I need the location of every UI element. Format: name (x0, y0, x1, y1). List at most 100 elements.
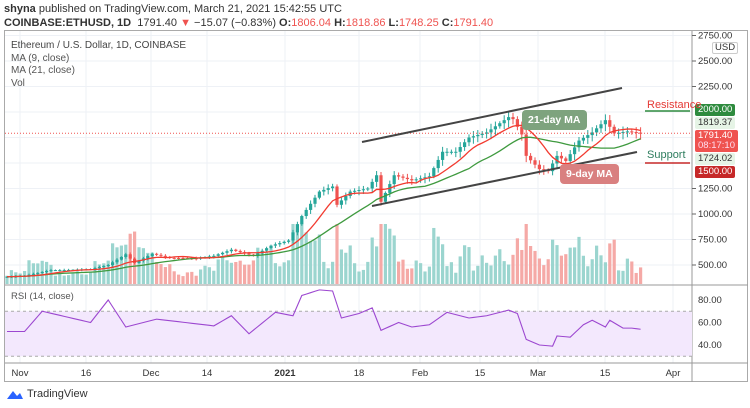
ma9-annotation: 9-day MA (560, 164, 619, 184)
low-value: 1748.25 (398, 17, 439, 29)
candle (639, 132, 643, 134)
volume-bar (194, 275, 198, 284)
candle (366, 188, 370, 190)
legend-ma21[interactable]: MA (21, close) (11, 65, 75, 76)
candle (265, 248, 269, 251)
candle (414, 179, 418, 181)
volume-bar (555, 245, 559, 284)
volume-bar (476, 265, 480, 284)
candle (419, 178, 423, 180)
volume-bar (436, 236, 440, 284)
candle (454, 151, 458, 153)
candle (480, 133, 484, 135)
candle (379, 175, 383, 202)
support-tag: 1500.00 (695, 166, 736, 178)
publisher[interactable]: shyna (4, 3, 36, 15)
open-label: O: (279, 17, 292, 29)
volume-bar (238, 260, 242, 284)
candle (493, 126, 497, 130)
candle (361, 189, 365, 191)
candle (449, 151, 453, 153)
symbol: COINBASE:ETHUSD, 1D (4, 17, 132, 29)
volume-bar (427, 266, 431, 284)
time-tick-label: Mar (530, 368, 546, 379)
volume-bar (80, 274, 84, 284)
candle (247, 253, 251, 255)
volume-bar (168, 264, 172, 284)
time-tick-label: 16 (81, 368, 92, 379)
volume-bar (599, 255, 603, 284)
volume-bar (564, 254, 568, 284)
rsi-legend[interactable]: RSI (14, close) (11, 291, 74, 302)
resistance-tag: 2000.00 (695, 104, 736, 116)
candle (344, 195, 348, 201)
volume-bar (493, 255, 497, 284)
volume-bar (18, 273, 22, 284)
candle (36, 272, 40, 274)
volume-bar (617, 270, 621, 284)
candle (300, 216, 304, 225)
volume-bar (5, 275, 9, 284)
volume-bar (361, 269, 365, 284)
candle (441, 151, 445, 160)
volume-bar (124, 244, 128, 284)
volume-bar (515, 238, 519, 284)
volume-bar (212, 270, 216, 284)
currency-label[interactable]: USD (712, 42, 739, 54)
candle (155, 253, 159, 255)
candle (119, 256, 123, 260)
candle (590, 132, 594, 136)
candle (49, 270, 53, 272)
price-tick-label: 2500.00 (698, 56, 732, 67)
volume-bar (256, 247, 260, 284)
volume-bar (410, 268, 414, 284)
volume-bar (480, 255, 484, 284)
time-tick-label: Apr (666, 368, 681, 379)
tradingview-logo[interactable]: TradingView (6, 388, 88, 400)
volume-bar (353, 263, 357, 284)
volume-bar (163, 267, 167, 284)
legend-ma9[interactable]: MA (9, close) (11, 52, 70, 64)
candle (568, 154, 572, 161)
legend-vol[interactable]: Vol (11, 77, 25, 89)
volume-bar (172, 271, 176, 284)
volume-bar (159, 264, 163, 284)
volume-bar (590, 259, 594, 284)
low-label: L: (388, 17, 399, 29)
volume-bar (304, 232, 308, 284)
candle (357, 190, 361, 192)
candle (392, 175, 396, 185)
volume-bar (150, 252, 154, 284)
candle (287, 240, 291, 242)
volume-bar (577, 236, 581, 284)
candle (45, 271, 49, 273)
volume-bar (586, 266, 590, 284)
volume-bar (273, 263, 277, 284)
candle (489, 129, 493, 133)
candle (102, 266, 106, 268)
volume-bar (405, 268, 409, 284)
volume-bar (423, 271, 427, 284)
volume-bar (471, 270, 475, 284)
candle (115, 259, 119, 263)
candle (177, 257, 181, 259)
volume-bar (75, 271, 79, 284)
volume-bar (67, 275, 71, 284)
price-tick-label: 2250.00 (698, 82, 732, 93)
volume-bar (243, 264, 247, 284)
candle (62, 270, 66, 272)
volume-bar (155, 262, 159, 284)
volume-bar (89, 271, 93, 284)
candle (172, 257, 176, 259)
candle (370, 181, 374, 189)
volume-bar (313, 240, 317, 284)
candle (515, 119, 519, 127)
candle (278, 243, 282, 245)
price-tick-label: 1250.00 (698, 184, 732, 195)
volume-bar (449, 262, 453, 284)
channel-lower-line (371, 151, 638, 207)
volume-bar (58, 273, 62, 284)
candle (507, 117, 511, 121)
time-tick-label: 14 (202, 368, 213, 379)
